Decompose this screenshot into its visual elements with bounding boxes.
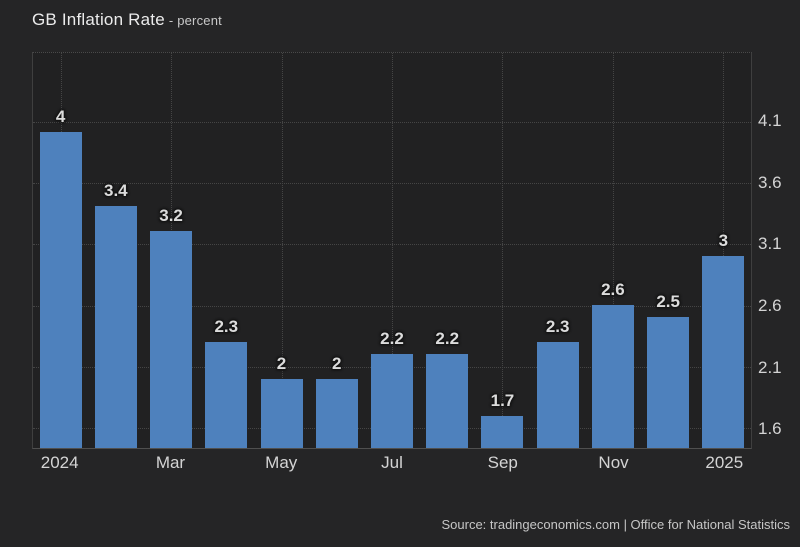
bar-slot: 2.3 xyxy=(530,53,585,448)
vgrid-line xyxy=(723,53,725,448)
vgrid-line xyxy=(502,53,504,448)
vgrid-line xyxy=(281,53,283,448)
bar[interactable] xyxy=(370,354,413,448)
bar-slot: 1.7 xyxy=(475,53,530,448)
bar[interactable] xyxy=(647,317,690,448)
bar-slot: 3.4 xyxy=(88,53,143,448)
vgrid-line xyxy=(612,53,614,448)
y-tick-label: 2.1 xyxy=(758,357,782,377)
bar[interactable] xyxy=(94,206,137,448)
bar-value-label: 1.7 xyxy=(490,390,515,410)
bar-value-label: 2.6 xyxy=(601,279,625,299)
bar-slot: 2 xyxy=(309,53,364,448)
bar-value-label: 2.2 xyxy=(380,329,404,349)
x-tick-label: Mar xyxy=(155,453,186,472)
bar-value-label: 3 xyxy=(718,230,729,250)
y-axis: 4.1 3.6 3.1 2.6 2.1 1.6 xyxy=(758,52,800,449)
bar-value-label: 2.5 xyxy=(656,292,680,312)
bar[interactable] xyxy=(39,132,82,448)
bar-value-label: 3.4 xyxy=(104,181,128,201)
x-tick-label: May xyxy=(265,453,298,472)
bar-slot: 2.6 xyxy=(585,53,640,448)
bar[interactable] xyxy=(426,354,469,448)
chart-title-row: GB Inflation Rate - percent xyxy=(32,10,222,30)
bar-slot: 3 xyxy=(696,53,751,448)
bar-value-label: 4 xyxy=(55,107,66,127)
bar-value-label: 2.3 xyxy=(214,316,239,336)
x-tick-label: Nov xyxy=(598,453,629,472)
bar[interactable] xyxy=(536,341,579,448)
vgrid-line xyxy=(392,53,393,448)
bar-value-label: 2 xyxy=(332,353,342,373)
bar-slot: 3.2 xyxy=(143,53,198,448)
bar[interactable] xyxy=(591,304,634,448)
chart-title: GB Inflation Rate xyxy=(32,10,165,29)
bar[interactable] xyxy=(702,255,745,448)
bar[interactable] xyxy=(205,341,248,448)
bar-value-label: 2 xyxy=(276,353,287,373)
bar[interactable] xyxy=(481,415,524,448)
x-tick-label: 2024 xyxy=(40,453,79,472)
bar[interactable] xyxy=(150,231,193,448)
bar-value-label: 2.2 xyxy=(435,329,460,349)
bar-slot: 2 xyxy=(254,53,309,448)
y-tick-label: 3.6 xyxy=(758,172,782,192)
x-axis: 2024 Mar May Jul Sep Nov 2025 xyxy=(32,453,752,475)
bar-value-label: 2.3 xyxy=(545,316,570,336)
bar[interactable] xyxy=(260,378,303,448)
bar-value-label: 3.2 xyxy=(159,206,183,226)
chart-subtitle: - percent xyxy=(168,13,222,28)
x-tick-label: Sep xyxy=(487,453,518,472)
y-tick-label: 4.1 xyxy=(758,111,782,131)
bar[interactable] xyxy=(315,378,358,448)
bar-slot: 2.2 xyxy=(364,53,419,448)
bar-slot: 4 xyxy=(33,53,88,448)
bar-slot: 2.5 xyxy=(641,53,696,448)
y-tick-label: 1.6 xyxy=(758,419,782,439)
bar-slot: 2.3 xyxy=(199,53,254,448)
x-tick-label: 2025 xyxy=(705,453,744,472)
y-tick-label: 2.6 xyxy=(758,295,782,315)
bar-slot: 2.2 xyxy=(420,53,475,448)
source-attribution: Source: tradingeconomics.com | Office fo… xyxy=(441,517,790,532)
x-tick-label: Jul xyxy=(381,453,403,472)
plot-area[interactable]: 4 3.4 3.2 2.3 2 2 2.2 2.2 1.7 2.3 2.6 2.5 3 xyxy=(32,52,752,449)
y-tick-label: 3.1 xyxy=(758,234,782,254)
